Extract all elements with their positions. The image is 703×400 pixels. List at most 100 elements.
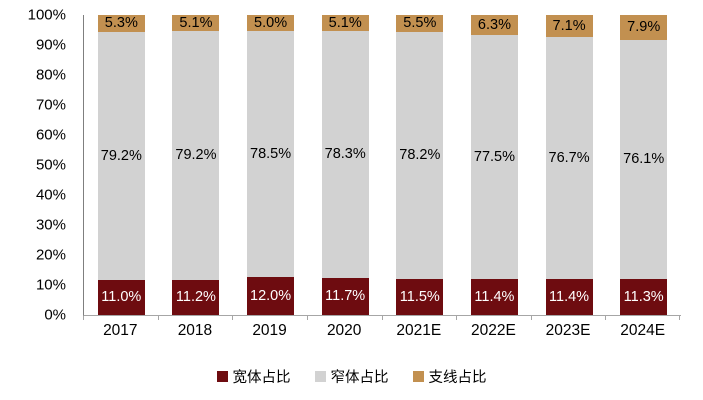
- bar-segment: 5.1%: [321, 14, 369, 32]
- x-axis-tick: [530, 316, 532, 320]
- x-axis: 2017 2018 2019 2020 2021E 2022E 2023E 2024E: [83, 322, 680, 340]
- bar-segment-label: 78.2%: [399, 147, 441, 164]
- bar-2019: 5.0% 78.5% 12.0%: [247, 14, 295, 315]
- y-axis-label: 20%: [35, 246, 66, 264]
- plot-area: 5.3% 79.2% 11.0% 5.1% 79.2% 11.2% 5.0% 78.5% 12.…: [83, 15, 681, 316]
- y-axis-label: 30%: [35, 216, 66, 234]
- bar-segment-label: 5.5%: [403, 15, 437, 32]
- bars-container: 5.3% 79.2% 11.0% 5.1% 79.2% 11.2% 5.0% 78.5% 12.…: [84, 15, 681, 315]
- bar-slot: 6.3% 77.5% 11.4%: [457, 15, 532, 315]
- bar-segment: 7.1%: [545, 15, 593, 38]
- bar-segment: 11.2%: [172, 279, 220, 315]
- legend-item: 支线占比: [412, 366, 487, 387]
- bar-segment-label: 5.0%: [254, 14, 288, 31]
- bar-segment-label: 11.4%: [474, 288, 515, 305]
- bar-segment: 5.1%: [172, 14, 220, 32]
- bar-slot: 5.0% 78.5% 12.0%: [233, 15, 308, 315]
- bar-segment-label: 7.1%: [552, 17, 586, 34]
- bar-segment: 11.4%: [545, 279, 593, 315]
- x-axis-tick: [605, 316, 607, 320]
- bar-2020: 5.1% 78.3% 11.7%: [321, 14, 369, 315]
- bar-2023E: 7.1% 76.7% 11.4%: [545, 15, 593, 315]
- bar-segment-label: 5.3%: [104, 15, 138, 32]
- x-axis-tick: [456, 316, 458, 320]
- legend: 宽体占比 窄体占比 支线占比: [0, 366, 703, 387]
- bar-segment: 11.5%: [396, 278, 444, 315]
- legend-label: 支线占比: [428, 370, 487, 386]
- y-axis-label: 0%: [44, 306, 66, 324]
- x-axis-label: 2024E: [620, 322, 666, 339]
- bar-2022E: 6.3% 77.5% 11.4%: [470, 15, 518, 315]
- bar-segment-label: 78.5%: [250, 145, 292, 162]
- x-axis-label: 2017: [103, 322, 138, 339]
- bar-slot: 5.1% 79.2% 11.2%: [159, 15, 234, 315]
- x-axis-label: 2022E: [471, 322, 516, 339]
- bar-slot: 7.9% 76.1% 11.3%: [606, 15, 681, 315]
- x-axis-tick: [381, 316, 383, 320]
- bar-segment: 78.5%: [247, 30, 295, 278]
- bar-segment-label: 79.2%: [100, 147, 142, 164]
- bar-2021E: 5.5% 78.2% 11.5%: [396, 15, 444, 315]
- legend-item: 宽体占比: [216, 366, 291, 387]
- bar-segment-label: 76.1%: [623, 151, 665, 168]
- x-axis-tick: [679, 316, 680, 320]
- x-axis-tick: [232, 316, 234, 320]
- legend-label: 窄体占比: [330, 370, 389, 386]
- legend-swatch: [412, 371, 424, 382]
- y-axis-label: 50%: [35, 156, 66, 174]
- bar-slot: 5.3% 79.2% 11.0%: [84, 15, 159, 315]
- y-axis: 100% 90% 80% 70% 60% 50% 40% 30% 20% 10% 0%: [0, 7, 66, 324]
- bar-segment: 11.3%: [620, 279, 668, 315]
- bar-segment: 79.2%: [97, 31, 145, 281]
- y-axis-label: 80%: [35, 66, 66, 84]
- bar-slot: 7.1% 76.7% 11.4%: [532, 15, 607, 315]
- bar-segment-label: 11.5%: [399, 288, 440, 305]
- bar-segment-label: 76.7%: [548, 149, 590, 166]
- y-axis-label: 100%: [27, 6, 66, 24]
- bar-segment-label: 11.3%: [623, 288, 664, 305]
- bar-2024E: 7.9% 76.1% 11.3%: [620, 15, 668, 315]
- bar-segment: 11.0%: [97, 280, 145, 315]
- y-axis-label: 70%: [35, 96, 66, 114]
- x-axis-label: 2020: [326, 322, 362, 339]
- y-axis-label: 40%: [35, 186, 66, 204]
- bar-segment-label: 7.9%: [627, 19, 661, 36]
- x-axis-tick: [83, 316, 84, 320]
- x-axis-label: 2018: [177, 322, 213, 339]
- y-axis-label: 10%: [35, 276, 66, 294]
- bar-segment: 5.0%: [247, 14, 295, 31]
- bar-2017: 5.3% 79.2% 11.0%: [97, 15, 145, 315]
- legend-item: 窄体占比: [314, 366, 389, 387]
- bar-segment: 77.5%: [470, 34, 518, 280]
- bar-segment: 76.1%: [620, 39, 668, 280]
- bar-segment-label: 11.7%: [325, 288, 366, 305]
- bar-segment-label: 77.5%: [473, 148, 515, 165]
- legend-swatch: [314, 371, 326, 382]
- y-axis-label: 90%: [35, 36, 66, 54]
- bar-segment-label: 5.1%: [179, 14, 213, 31]
- x-axis-label: 2021E: [396, 322, 442, 339]
- bar-segment-label: 11.4%: [549, 288, 590, 305]
- bar-segment-label: 11.0%: [101, 289, 142, 306]
- bar-segment-label: 5.1%: [328, 14, 362, 31]
- x-axis-label: 2023E: [545, 322, 591, 339]
- bar-segment: 11.4%: [470, 279, 518, 315]
- bar-segment-label: 11.2%: [175, 289, 216, 306]
- legend-swatch: [216, 371, 228, 382]
- x-axis-tick: [157, 316, 159, 320]
- legend-label: 宽体占比: [232, 370, 291, 386]
- bar-2018: 5.1% 79.2% 11.2%: [172, 14, 220, 315]
- bar-segment-label: 78.3%: [324, 146, 366, 163]
- bar-segment: 12.0%: [247, 277, 295, 315]
- bar-slot: 5.1% 78.3% 11.7%: [308, 15, 383, 315]
- bar-segment: 5.5%: [396, 15, 444, 33]
- bar-segment-label: 6.3%: [477, 16, 511, 33]
- bar-segment: 78.2%: [396, 32, 444, 279]
- y-axis-label: 60%: [35, 126, 66, 144]
- bar-segment-label: 79.2%: [175, 147, 217, 164]
- bar-segment: 78.3%: [321, 31, 369, 279]
- bar-segment: 6.3%: [470, 15, 518, 35]
- bar-segment: 76.7%: [545, 37, 593, 280]
- x-axis-tick: [306, 316, 308, 320]
